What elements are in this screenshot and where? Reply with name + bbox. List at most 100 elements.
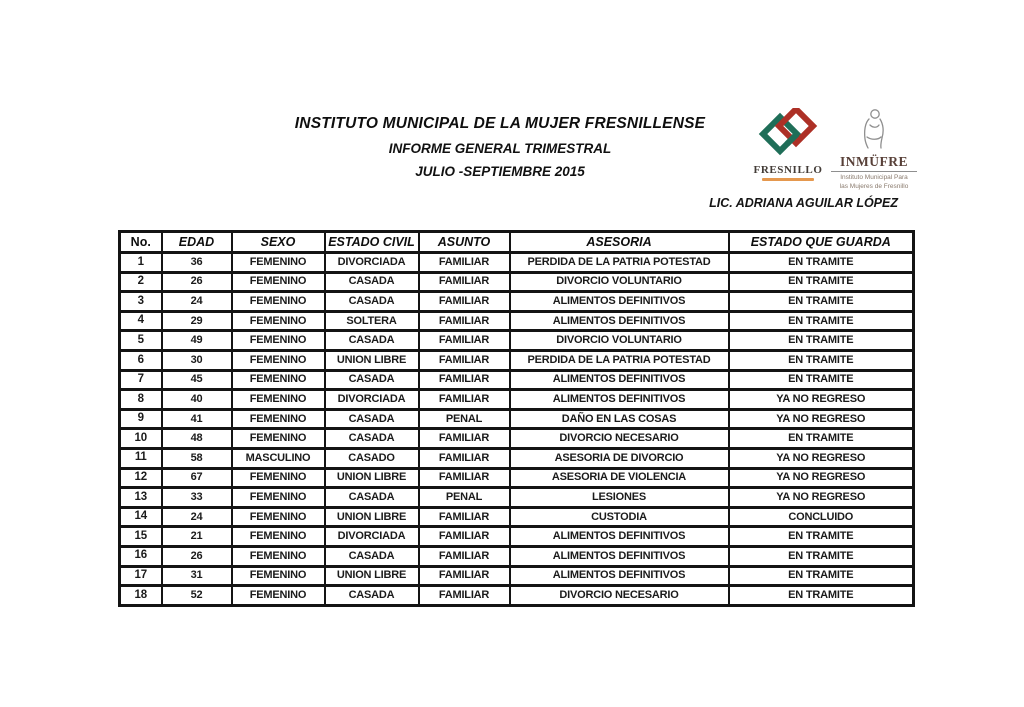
row-number-cell: 12 <box>118 466 163 490</box>
table-cell: FAMILIAR <box>417 466 511 490</box>
table-cell: 24 <box>160 505 233 529</box>
table-cell: LESIONES <box>508 486 730 509</box>
table-cell: 45 <box>160 368 233 392</box>
table-cell: 67 <box>160 466 233 490</box>
table-cell: FAMILIAR <box>417 329 511 352</box>
table-cell: 49 <box>160 329 233 352</box>
inmufre-logo-tagline: Instituto Municipal Para las Mujeres de … <box>831 174 917 192</box>
table-cell: SOLTERA <box>323 309 420 333</box>
table-cell: EN TRAMITE <box>727 584 915 607</box>
row-number-cell: 13 <box>118 486 163 509</box>
table-cell: 31 <box>160 564 233 588</box>
table-cell: UNION LIBRE <box>323 466 420 490</box>
table-row: 11 58 MASCULINO CASADO FAMILIAR ASESORIA DE D… <box>118 446 915 470</box>
column-header: ESTADO CIVIL <box>323 230 420 254</box>
table-cell: PENAL <box>417 407 511 431</box>
table-cell: YA NO REGRESO <box>727 407 915 431</box>
table-cell: FEMENINO <box>230 525 326 548</box>
column-header: ESTADO QUE GUARDA <box>727 230 915 254</box>
table-cell: CASADA <box>323 290 420 313</box>
table-cell: 24 <box>160 290 233 313</box>
table-row: 6 30 FEMENINO UNION LIBRE FAMILIAR PERDIDA DE… <box>118 348 915 372</box>
table-row: 7 45 FEMENINO CASADA FAMILIAR ALIMENTOS DEFIN… <box>118 368 915 392</box>
row-number-cell: 16 <box>118 544 163 568</box>
table-cell: 33 <box>160 486 233 509</box>
table-row: 9 41 FEMENINO CASADA PENAL DAÑO EN LAS COSAS Y… <box>118 407 915 431</box>
table-cell: DAÑO EN LAS COSAS <box>508 407 730 431</box>
row-number-cell: 14 <box>118 505 163 529</box>
table-cell: FAMILIAR <box>417 427 511 450</box>
table-cell: DIVORCIADA <box>323 251 420 274</box>
table-cell: EN TRAMITE <box>727 427 915 450</box>
row-number-cell: 2 <box>118 270 163 294</box>
column-header: ASUNTO <box>417 230 511 254</box>
table-cell: FEMENINO <box>230 505 326 529</box>
table-cell: FEMENINO <box>230 407 326 431</box>
table-cell: EN TRAMITE <box>727 348 915 372</box>
row-number-cell: 6 <box>118 348 163 372</box>
table-cell: FEMENINO <box>230 348 326 372</box>
table-cell: CASADA <box>323 407 420 431</box>
table-cell: ALIMENTOS DEFINITIVOS <box>508 368 730 392</box>
table-cell: YA NO REGRESO <box>727 466 915 490</box>
table-cell: FAMILIAR <box>417 505 511 529</box>
table-cell: 52 <box>160 584 233 607</box>
fresnillo-logo: FRESNILLO <box>748 104 828 181</box>
table-cell: FEMENINO <box>230 368 326 392</box>
table-cell: ALIMENTOS DEFINITIVOS <box>508 525 730 548</box>
table-cell: EN TRAMITE <box>727 329 915 352</box>
table-cell: EN TRAMITE <box>727 290 915 313</box>
fresnillo-logo-label: FRESNILLO <box>753 164 823 176</box>
table-cell: DIVORCIO VOLUNTARIO <box>508 270 730 294</box>
table-cell: FEMENINO <box>230 388 326 411</box>
table-row: 17 31 FEMENINO UNION LIBRE FAMILIAR ALIMENTOS… <box>118 564 915 588</box>
table-cell: CASADA <box>323 486 420 509</box>
table-cell: CASADA <box>323 368 420 392</box>
table-cell: CASADA <box>323 427 420 450</box>
table-row: 13 33 FEMENINO CASADA PENAL LESIONES YA NO REG… <box>118 486 915 509</box>
author-name: LIC. ADRIANA AGUILAR LÓPEZ <box>709 196 898 210</box>
row-number-cell: 11 <box>118 446 163 470</box>
table-cell: FAMILIAR <box>417 564 511 588</box>
column-header: No. <box>118 230 163 254</box>
column-header: SEXO <box>230 230 326 254</box>
table-cell: FEMENINO <box>230 290 326 313</box>
row-number-cell: 5 <box>118 329 163 352</box>
column-header: ASESORIA <box>508 230 730 254</box>
table-cell: EN TRAMITE <box>727 544 915 568</box>
table-cell: ALIMENTOS DEFINITIVOS <box>508 309 730 333</box>
table-row: 10 48 FEMENINO CASADA FAMILIAR DIVORCIO NECES… <box>118 427 915 450</box>
table-cell: 26 <box>160 544 233 568</box>
document-subtitle: INFORME GENERAL TRIMESTRAL <box>388 141 612 156</box>
table-cell: FAMILIAR <box>417 270 511 294</box>
table-cell: CASADO <box>323 446 420 470</box>
table-cell: FAMILIAR <box>417 290 511 313</box>
table-cell: 40 <box>160 388 233 411</box>
document-header: INSTITUTO MUNICIPAL DE LA MUJER FRESNILL… <box>140 115 860 179</box>
table-cell: ASESORIA DE DIVORCIO <box>508 446 730 470</box>
table-cell: YA NO REGRESO <box>727 446 915 470</box>
table-row: 2 26 FEMENINO CASADA FAMILIAR DIVORCIO VOLUNT… <box>118 270 915 294</box>
table-cell: ASESORIA DE VIOLENCIA <box>508 466 730 490</box>
document-period: JULIO -SEPTIEMBRE 2015 <box>415 164 585 179</box>
table-cell: CASADA <box>323 329 420 352</box>
table-cell: EN TRAMITE <box>727 270 915 294</box>
table-cell: CASADA <box>323 544 420 568</box>
table-cell: EN TRAMITE <box>727 251 915 274</box>
table-row: 5 49 FEMENINO CASADA FAMILIAR DIVORCIO VOLUNT… <box>118 329 915 352</box>
table-cell: ALIMENTOS DEFINITIVOS <box>508 544 730 568</box>
table-cell: EN TRAMITE <box>727 525 915 548</box>
inmufre-figure-icon <box>852 109 896 153</box>
table-row: 15 21 FEMENINO DIVORCIADA FAMILIAR ALIMENTOS … <box>118 525 915 548</box>
table-cell: 48 <box>160 427 233 450</box>
table-cell: FAMILIAR <box>417 348 511 372</box>
table-cell: CASADA <box>323 584 420 607</box>
table-row: 8 40 FEMENINO DIVORCIADA FAMILIAR ALIMENTOS D… <box>118 388 915 411</box>
table-cell: PENAL <box>417 486 511 509</box>
table-cell: EN TRAMITE <box>727 368 915 392</box>
row-number-cell: 10 <box>118 427 163 450</box>
table-row: 4 29 FEMENINO SOLTERA FAMILIAR ALIMENTOS DEFI… <box>118 309 915 333</box>
table-cell: CUSTODIA <box>508 505 730 529</box>
table-cell: DIVORCIO NECESARIO <box>508 584 730 607</box>
table-cell: DIVORCIO VOLUNTARIO <box>508 329 730 352</box>
